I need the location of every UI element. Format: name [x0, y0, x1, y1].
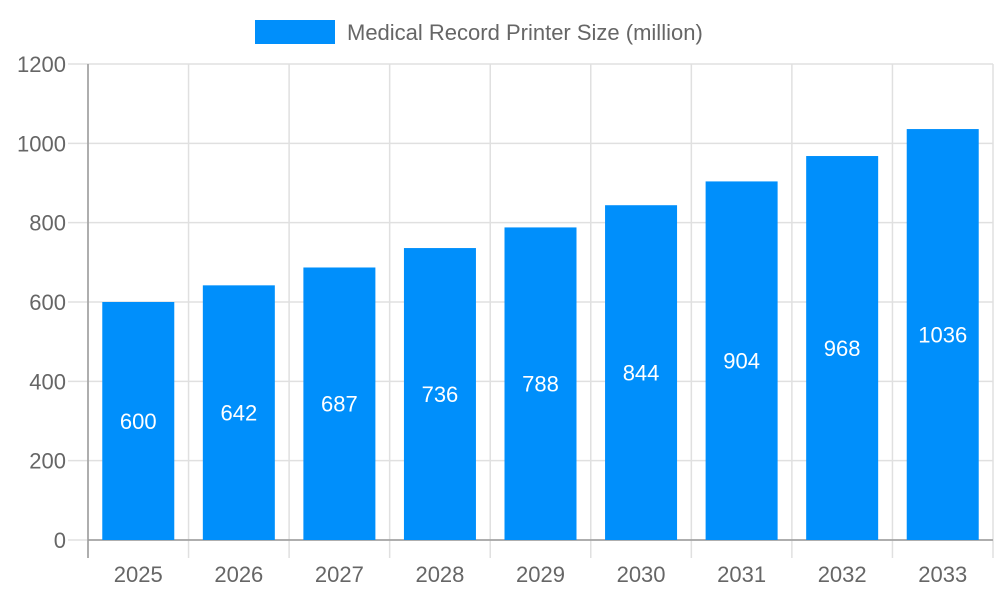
bar-2026: [202, 285, 275, 540]
bar-2029: [504, 227, 577, 540]
data-label: 968: [824, 336, 861, 361]
x-tick-label: 2026: [214, 562, 263, 587]
data-label: 844: [623, 361, 660, 386]
x-tick-label: 2028: [415, 562, 464, 587]
data-label: 687: [321, 392, 358, 417]
data-label: 642: [220, 401, 257, 426]
y-tick-label: 800: [29, 211, 66, 236]
y-tick-label: 0: [54, 528, 66, 553]
x-tick-label: 2025: [114, 562, 163, 587]
x-tick-label: 2027: [315, 562, 364, 587]
y-tick-label: 600: [29, 290, 66, 315]
legend-swatch: [255, 20, 335, 44]
data-label: 736: [422, 382, 459, 407]
x-tick-label: 2029: [516, 562, 565, 587]
x-tick-label: 2032: [818, 562, 867, 587]
data-label: 788: [522, 372, 559, 397]
x-tick-label: 2031: [717, 562, 766, 587]
y-tick-label: 1000: [17, 131, 66, 156]
bar-2030: [605, 205, 678, 541]
bar-2028: [403, 248, 476, 540]
bar-2033: [906, 129, 979, 540]
bar-2027: [303, 267, 376, 540]
data-label: 904: [723, 349, 760, 374]
y-tick-label: 200: [29, 449, 66, 474]
x-tick-label: 2030: [617, 562, 666, 587]
bar-2031: [705, 181, 778, 540]
y-tick-label: 1200: [17, 52, 66, 77]
data-label: 1036: [918, 323, 967, 348]
legend-label: Medical Record Printer Size (million): [347, 20, 703, 45]
data-label: 600: [120, 409, 157, 434]
x-tick-label: 2033: [918, 562, 967, 587]
bar-2025: [102, 302, 175, 540]
y-tick-label: 400: [29, 369, 66, 394]
bar-2032: [806, 156, 879, 540]
